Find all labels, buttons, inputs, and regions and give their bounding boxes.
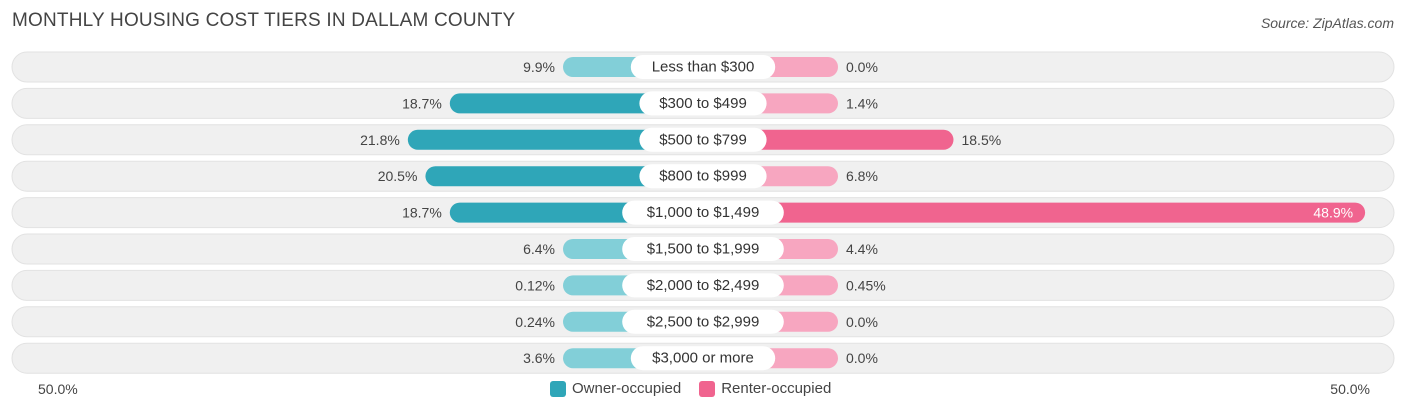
owner-bar: [407, 129, 703, 150]
legend: Owner-occupied Renter-occupied: [550, 380, 831, 397]
chart-canvas: 9.9% 0.0% Less than $300 18.7% 1.4% $300 to $…: [11, 51, 1395, 374]
owner-bar: [449, 93, 703, 114]
legend-item-renter: Renter-occupied: [699, 380, 831, 397]
renter-value-label: 0.0%: [846, 350, 878, 366]
category-pill: [639, 127, 767, 152]
owner-value-label: 9.9%: [523, 59, 555, 75]
category-label: $300 to $499: [659, 95, 747, 112]
category-pill: [639, 164, 767, 189]
renter-bar: [703, 129, 954, 150]
category-label: $2,000 to $2,499: [647, 277, 760, 294]
renter-bar: [703, 202, 1366, 223]
category-pill: [622, 237, 784, 261]
category-pill: [622, 200, 784, 225]
renter-value-label: 18.5%: [961, 132, 1001, 148]
renter-value-label: 48.9%: [1313, 205, 1353, 221]
category-pill: [622, 273, 784, 298]
category-label: $2,500 to $2,999: [647, 313, 760, 330]
owner-value-label: 6.4%: [523, 241, 555, 257]
owner-value-label: 0.12%: [515, 277, 555, 293]
legend-swatch-owner: [550, 380, 566, 397]
legend-swatch-renter: [699, 380, 716, 397]
category-pill: [630, 346, 776, 371]
axis-left-label: 50.0%: [38, 381, 78, 397]
renter-value-label: 6.8%: [846, 168, 878, 184]
renter-value-label: 0.0%: [846, 59, 878, 75]
category-label: $500 to $799: [659, 131, 747, 148]
axis-right-label: 50.0%: [1330, 381, 1370, 397]
category-label: $800 to $999: [659, 168, 747, 185]
owner-value-label: 20.5%: [378, 168, 418, 184]
category-label: $1,000 to $1,499: [647, 204, 760, 221]
source-label: Source: ZipAtlas.com: [1260, 15, 1394, 31]
legend-label-owner: Owner-occupied: [572, 380, 682, 397]
renter-value-label: 1.4%: [846, 95, 878, 111]
owner-value-label: 18.7%: [402, 205, 442, 221]
renter-value-label: 0.45%: [846, 277, 886, 293]
renter-value-label: 0.0%: [846, 314, 878, 330]
category-label: Less than $300: [652, 59, 755, 76]
legend-item-owner: Owner-occupied: [550, 380, 681, 397]
legend-label-renter: Renter-occupied: [721, 380, 832, 397]
owner-value-label: 0.24%: [515, 314, 555, 330]
owner-value-label: 3.6%: [523, 350, 555, 366]
category-pill: [622, 309, 784, 334]
category-label: $3,000 or more: [652, 350, 754, 367]
owner-bar: [425, 166, 703, 187]
category-pill: [639, 91, 767, 116]
category-label: $1,500 to $1,999: [647, 241, 760, 258]
renter-value-label: 4.4%: [846, 241, 878, 257]
chart-title: MONTHLY HOUSING COST TIERS IN DALLAM COU…: [12, 10, 516, 31]
owner-value-label: 18.7%: [402, 95, 442, 111]
category-pill: [630, 55, 776, 79]
owner-value-label: 21.8%: [360, 132, 400, 148]
